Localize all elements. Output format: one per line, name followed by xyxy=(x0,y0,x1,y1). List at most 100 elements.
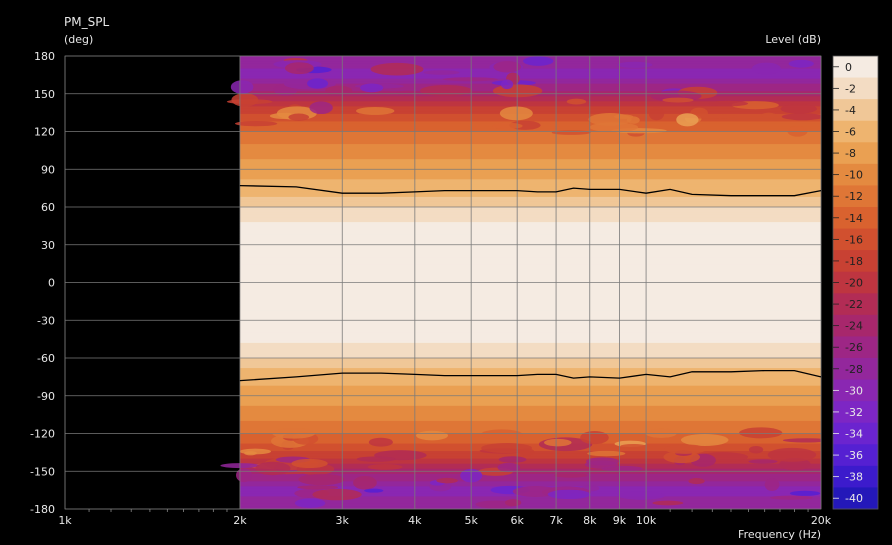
heat-band xyxy=(239,164,821,168)
colorbar-tick-label: -26 xyxy=(845,341,863,354)
colorbar-swatch xyxy=(833,56,878,79)
colorbar-swatch xyxy=(833,487,878,510)
heat-band xyxy=(239,98,821,102)
heat-band xyxy=(239,76,821,80)
heat-band xyxy=(239,71,821,75)
heat-band xyxy=(239,116,821,120)
colorbar-tick-label: -30 xyxy=(845,384,863,397)
heat-band xyxy=(239,388,821,392)
heat-patch xyxy=(664,444,707,454)
heat-band xyxy=(239,285,821,289)
heat-band xyxy=(239,400,821,404)
heat-band xyxy=(239,368,821,372)
heat-patch xyxy=(415,430,449,441)
heat-band xyxy=(239,307,821,311)
heat-band xyxy=(239,118,821,123)
heat-patch xyxy=(325,85,353,96)
heat-band xyxy=(239,355,821,359)
heat-band xyxy=(239,242,821,246)
heat-patch xyxy=(499,106,533,121)
heat-band xyxy=(239,154,821,158)
colorbar-swatch xyxy=(833,185,878,208)
heat-patch xyxy=(288,113,310,121)
colorbar-tick-label: -2 xyxy=(845,82,856,95)
heat-band xyxy=(239,478,821,482)
heat-band xyxy=(239,320,821,324)
heat-band xyxy=(239,498,821,503)
heat-band xyxy=(239,209,821,213)
heat-band xyxy=(239,310,821,314)
heat-band xyxy=(239,393,821,397)
heat-band xyxy=(239,259,821,263)
heat-band xyxy=(239,312,821,316)
heat-patch xyxy=(652,500,684,506)
heat-band xyxy=(239,106,821,110)
x-axis-label: Frequency (Hz) xyxy=(738,528,821,541)
heat-patch xyxy=(761,112,777,118)
x-axis: 1k 2k 3k 4k 5k 6k 7k 8k 9k 10k 20k xyxy=(58,514,831,527)
heat-patch xyxy=(307,78,329,89)
heat-band xyxy=(239,383,821,387)
x-tick-label: 2k xyxy=(233,514,247,527)
heat-band xyxy=(239,325,821,329)
y-tick-label: -150 xyxy=(30,465,55,478)
heat-band xyxy=(239,403,821,407)
heat-band xyxy=(239,458,821,462)
heat-band xyxy=(239,471,821,475)
colorbar-tick-label: -16 xyxy=(845,233,863,246)
heat-band xyxy=(239,463,821,467)
heat-band xyxy=(239,380,821,384)
heat-patch xyxy=(360,83,384,93)
y-axis-label: (deg) xyxy=(64,33,93,46)
heat-band xyxy=(239,337,821,341)
colorbar-tick-label: -4 xyxy=(845,104,856,117)
heat-band xyxy=(239,436,821,440)
heat-band xyxy=(239,254,821,258)
heat-band xyxy=(239,425,821,430)
colorbar-tick-label: -34 xyxy=(845,428,863,441)
heat-band xyxy=(239,370,821,374)
heat-patch xyxy=(688,478,705,485)
heat-band xyxy=(239,146,821,150)
y-tick-label: 0 xyxy=(48,277,55,290)
heat-patch xyxy=(298,473,345,486)
heat-patch xyxy=(364,488,384,493)
heat-band xyxy=(239,290,821,294)
colorbar-tick-label: -6 xyxy=(845,126,856,139)
heat-patch xyxy=(436,477,458,484)
heat-patch xyxy=(580,430,609,445)
heat-band xyxy=(239,264,821,268)
heat-patch xyxy=(618,491,666,500)
colorbar-swatch xyxy=(833,142,878,165)
heat-patch xyxy=(500,79,514,90)
heat-patch xyxy=(505,499,522,507)
heat-band xyxy=(239,433,821,437)
y-tick-label: 120 xyxy=(34,126,55,139)
heat-band xyxy=(239,66,821,70)
heat-patch xyxy=(255,461,291,476)
x-tick-label: 7k xyxy=(549,514,563,527)
heat-patch xyxy=(748,459,778,464)
heat-patch xyxy=(498,456,527,463)
heat-band xyxy=(239,262,821,266)
heat-band xyxy=(239,222,821,226)
heat-band xyxy=(239,378,821,382)
heat-band xyxy=(239,305,821,309)
heat-band xyxy=(239,96,821,100)
heat-band xyxy=(239,161,821,165)
heat-patch xyxy=(739,427,783,439)
heat-patch xyxy=(551,130,591,135)
heat-band xyxy=(239,272,821,276)
heat-band xyxy=(239,174,821,178)
heat-band xyxy=(239,332,821,336)
colorbar-swatch xyxy=(833,77,878,100)
heat-band xyxy=(239,300,821,304)
heat-band xyxy=(239,415,821,419)
heat-band xyxy=(239,78,821,82)
heat-band xyxy=(239,234,821,238)
y-tick-label: -90 xyxy=(37,390,55,403)
colorbar-tick-label: -24 xyxy=(845,320,863,333)
heat-band xyxy=(239,282,821,286)
heat-band xyxy=(239,466,821,470)
